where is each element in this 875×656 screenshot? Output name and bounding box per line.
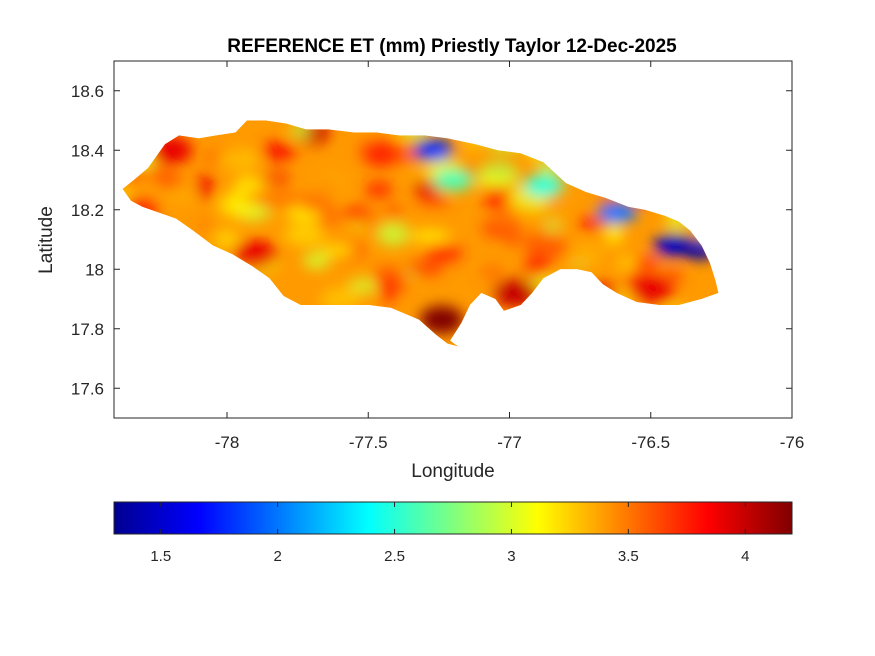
x-tick-label: -77.5: [349, 433, 388, 452]
field-cell: [616, 256, 637, 271]
field-cell: [321, 244, 356, 257]
field-cell: [260, 141, 296, 161]
field-cell: [409, 230, 451, 242]
field-cell: [522, 230, 566, 255]
field-cell: [563, 243, 605, 268]
x-axis: -78 -77.5 -77 -76.5 -76: [215, 61, 805, 452]
colorbar-tick-label: 1.5: [150, 548, 171, 565]
field-cell: [605, 223, 623, 245]
y-tick-label: 18: [85, 260, 104, 279]
field-cell: [320, 287, 361, 311]
x-axis-label: Longitude: [411, 461, 494, 482]
field-cell: [168, 191, 197, 203]
field-cell: [405, 261, 444, 277]
field-cell: [377, 222, 409, 247]
field-cell: [504, 231, 522, 247]
y-tick-label: 17.6: [71, 379, 104, 398]
colorbar-tick-label: 2.5: [384, 548, 405, 565]
field-cell: [215, 149, 260, 170]
colorbar-tick-label: 3.5: [618, 548, 639, 565]
low-area: [523, 174, 564, 197]
x-tick-label: -76.5: [631, 433, 670, 452]
field-cell: [298, 193, 333, 214]
field-cell: [530, 204, 571, 226]
field-cell: [342, 206, 373, 224]
high-area: [419, 305, 464, 334]
field-cell: [317, 171, 347, 200]
y-axis-label: Latitude: [36, 206, 57, 274]
colorbar-tick-label: 2: [273, 548, 281, 565]
y-tick-label: 18.6: [71, 82, 104, 101]
y-tick-label: 18.2: [71, 201, 104, 220]
x-tick-label: -77: [497, 433, 522, 452]
y-tick-label: 17.8: [71, 320, 104, 339]
field-cell: [303, 251, 330, 270]
field-cell: [196, 215, 213, 236]
field-cell: [362, 140, 399, 168]
colorbar-ticks: 1.5 2 2.5 3 3.5 4: [150, 502, 749, 565]
low-area: [413, 139, 454, 162]
colorbar-tick-label: 3: [507, 548, 515, 565]
colorbar-tick-label: 4: [741, 548, 749, 565]
field-cell: [384, 205, 404, 219]
y-tick-label: 18.4: [71, 141, 104, 160]
field-cell: [490, 210, 519, 232]
field-cell: [416, 195, 451, 207]
field-cell: [213, 230, 240, 248]
low-area: [433, 169, 473, 191]
x-tick-label: -78: [215, 433, 240, 452]
low-area: [596, 201, 637, 224]
field-cell: [480, 265, 504, 280]
chart-title: REFERENCE ET (mm) Priestly Taylor 12-Dec…: [227, 36, 677, 57]
field-cell: [525, 248, 551, 274]
colorbar: [113, 501, 793, 535]
field-cell: [243, 192, 272, 203]
field-cell: [378, 276, 395, 304]
field-cell: [632, 255, 661, 273]
field-cell: [152, 170, 181, 190]
high-area: [628, 276, 673, 305]
field-cell: [197, 174, 215, 200]
field-cell: [365, 180, 393, 199]
field-cell: [474, 174, 516, 188]
field-cell: [283, 224, 326, 245]
y-axis: 17.6 17.8 18 18.2 18.4 18.6: [71, 82, 792, 398]
field-cell: [425, 243, 463, 263]
x-tick-label: -76: [780, 433, 805, 452]
